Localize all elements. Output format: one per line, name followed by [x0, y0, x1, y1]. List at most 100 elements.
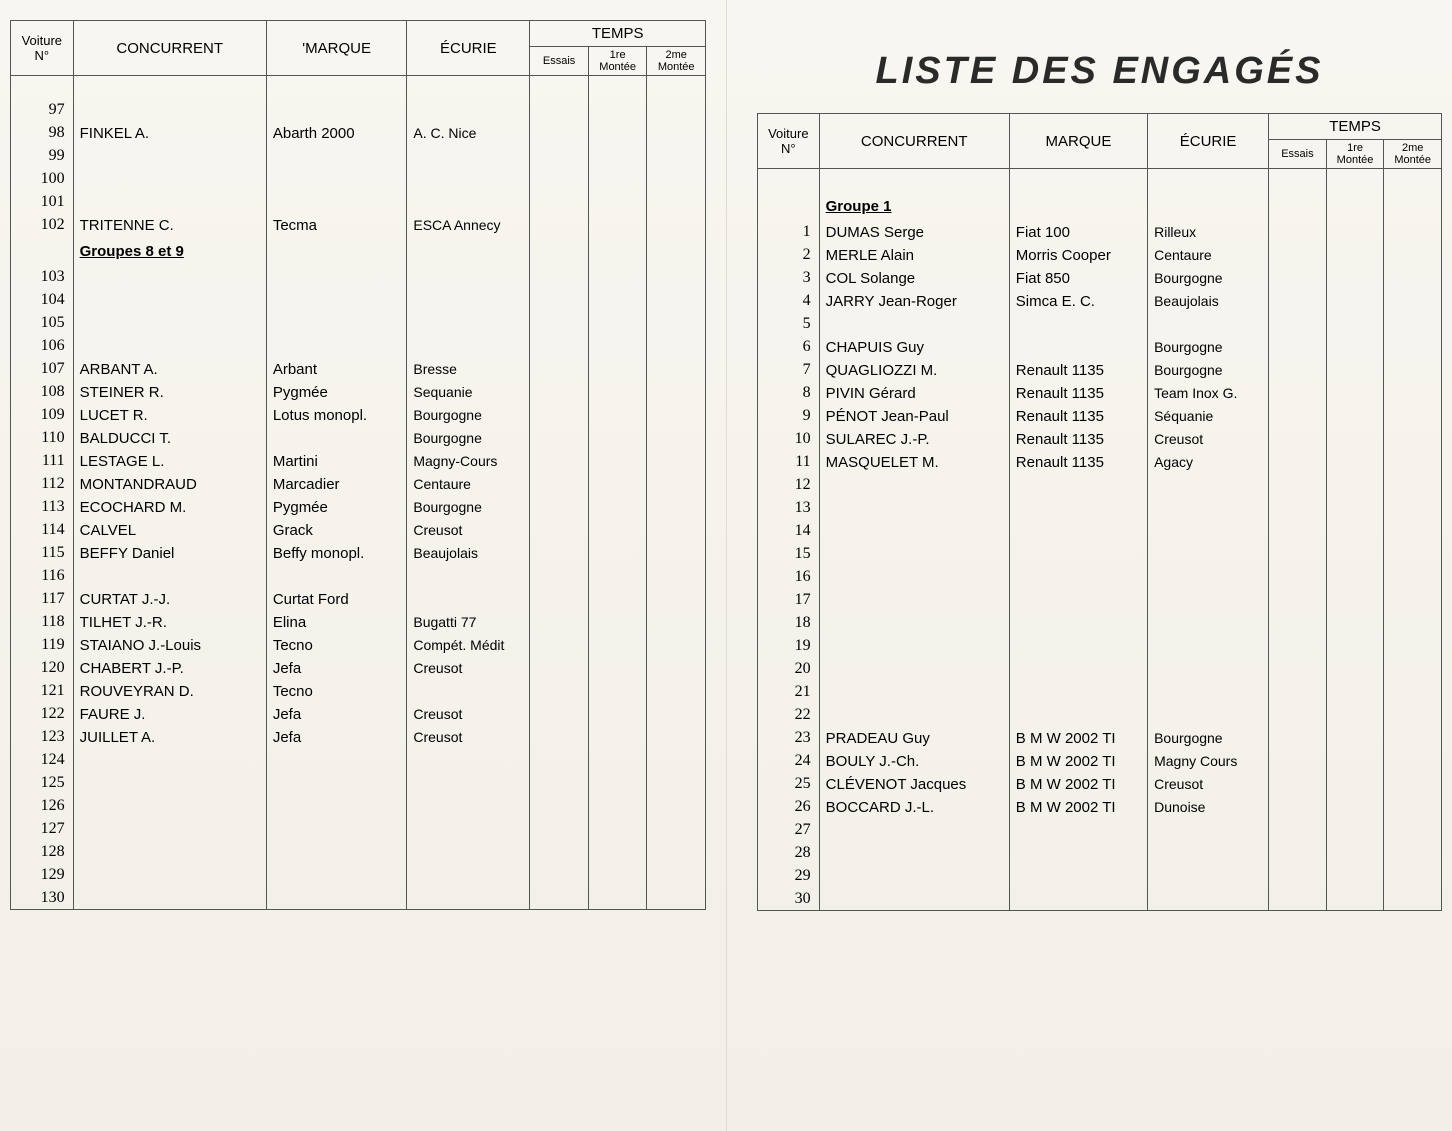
- cell-temps: [588, 565, 647, 588]
- cell-concurrent: TILHET J.-R.: [73, 611, 266, 634]
- cell-temps: [647, 381, 706, 404]
- cell-ecurie: [407, 168, 530, 191]
- cell-voiture-num: 24: [758, 750, 820, 773]
- marque-label: MARQUE: [305, 40, 371, 57]
- cell-concurrent: [819, 520, 1009, 543]
- cell-concurrent: [819, 888, 1009, 911]
- cell-voiture-num: 107: [11, 358, 74, 381]
- page-title: LISTE DES ENGAGÉS: [757, 50, 1442, 93]
- cell-marque: Renault 1135: [1009, 359, 1147, 382]
- table-row: 121ROUVEYRAN D.Tecno: [11, 680, 706, 703]
- cell-temps: [530, 565, 589, 588]
- cell-ecurie: Creusot: [407, 519, 530, 542]
- table-row: 2MERLE AlainMorris CooperCentaure: [758, 244, 1442, 267]
- cell-temps: [647, 289, 706, 312]
- cell-marque: Tecno: [266, 634, 407, 657]
- cell-temps: [1269, 290, 1327, 313]
- cell-marque: [1009, 658, 1147, 681]
- cell-temps: [647, 450, 706, 473]
- cell-ecurie: [407, 864, 530, 887]
- cell-voiture-num: 23: [758, 727, 820, 750]
- col-temps-header: TEMPS: [1269, 114, 1442, 140]
- entrants-table-left: Voiture N° CONCURRENT 'MARQUE ÉCURIE TEM…: [10, 20, 706, 910]
- cell-temps: [588, 473, 647, 496]
- table-row: 130: [11, 887, 706, 910]
- cell-voiture-num: 125: [11, 772, 74, 795]
- cell-marque: Pygmée: [266, 381, 407, 404]
- col-ecurie-header: ÉCURIE: [407, 21, 530, 76]
- table-row: 122FAURE J.JefaCreusot: [11, 703, 706, 726]
- cell-ecurie: [407, 887, 530, 910]
- cell-marque: Abarth 2000: [266, 122, 407, 145]
- cell-ecurie: Centaure: [1148, 244, 1269, 267]
- cell-temps: [530, 214, 589, 237]
- cell-voiture-num: 13: [758, 497, 820, 520]
- cell-concurrent: [819, 566, 1009, 589]
- cell-concurrent: [819, 865, 1009, 888]
- cell-ecurie: [1148, 888, 1269, 911]
- cell-marque: [266, 427, 407, 450]
- cell-concurrent: [73, 864, 266, 887]
- cell-voiture-num: 16: [758, 566, 820, 589]
- col-montee1-header: 1re Montée: [1326, 140, 1384, 169]
- cell-temps: [1384, 658, 1442, 681]
- cell-temps: [1326, 336, 1384, 359]
- cell-ecurie: [1148, 865, 1269, 888]
- cell-marque: Curtat Ford: [266, 588, 407, 611]
- table-row: 26BOCCARD J.-L.B M W 2002 TIDunoise: [758, 796, 1442, 819]
- cell-ecurie: Bourgogne: [407, 427, 530, 450]
- cell-voiture-num: 9: [758, 405, 820, 428]
- cell-temps: [1326, 750, 1384, 773]
- cell-marque: [1009, 336, 1147, 359]
- cell-temps: [1326, 589, 1384, 612]
- cell-ecurie: [1148, 566, 1269, 589]
- cell-temps: [1326, 681, 1384, 704]
- cell-temps: [588, 864, 647, 887]
- cell-ecurie: [407, 588, 530, 611]
- cell-temps: [588, 887, 647, 910]
- cell-concurrent: FINKEL A.: [73, 122, 266, 145]
- group-header-cell: Groupe 1: [819, 192, 1009, 221]
- cell-concurrent: CHAPUIS Guy: [819, 336, 1009, 359]
- col-voiture-header: Voiture N°: [11, 21, 74, 76]
- cell-temps: [1326, 290, 1384, 313]
- cell-voiture-num: [11, 237, 74, 266]
- cell-voiture-num: 19: [758, 635, 820, 658]
- table-row: 100: [11, 168, 706, 191]
- cell-temps: [1326, 819, 1384, 842]
- table-row: 108STEINER R.PygméeSequanie: [11, 381, 706, 404]
- cell-ecurie: [1148, 635, 1269, 658]
- cell-temps: [588, 99, 647, 122]
- cell-temps: [1269, 750, 1327, 773]
- cell-voiture-num: 27: [758, 819, 820, 842]
- cell-temps: [1384, 359, 1442, 382]
- cell-ecurie: Team Inox G.: [1148, 382, 1269, 405]
- cell-ecurie: Agacy: [1148, 451, 1269, 474]
- table-row: 27: [758, 819, 1442, 842]
- cell-temps: [1269, 888, 1327, 911]
- cell-temps: [647, 214, 706, 237]
- cell-temps: [1326, 543, 1384, 566]
- cell-voiture-num: 98: [11, 122, 74, 145]
- cell-ecurie: Creusot: [407, 703, 530, 726]
- cell-temps: [530, 887, 589, 910]
- cell-ecurie: Bourgogne: [1148, 267, 1269, 290]
- cell-voiture-num: 2: [758, 244, 820, 267]
- cell-voiture-num: 127: [11, 818, 74, 841]
- cell-marque: Tecno: [266, 680, 407, 703]
- cell-temps: [588, 841, 647, 864]
- cell-temps: [647, 749, 706, 772]
- cell-ecurie: [407, 335, 530, 358]
- table-row: 12: [758, 474, 1442, 497]
- cell-ecurie: [407, 749, 530, 772]
- cell-temps: [588, 168, 647, 191]
- table-row: 23PRADEAU GuyB M W 2002 TIBourgogne: [758, 727, 1442, 750]
- cell-concurrent: BALDUCCI T.: [73, 427, 266, 450]
- table-row: 5: [758, 313, 1442, 336]
- cell-temps: [1384, 704, 1442, 727]
- cell-ecurie: Creusot: [1148, 428, 1269, 451]
- cell-marque: Renault 1135: [1009, 382, 1147, 405]
- cell-ecurie: [407, 841, 530, 864]
- table-row: 119STAIANO J.-LouisTecnoCompét. Médit: [11, 634, 706, 657]
- cell-temps: [1269, 635, 1327, 658]
